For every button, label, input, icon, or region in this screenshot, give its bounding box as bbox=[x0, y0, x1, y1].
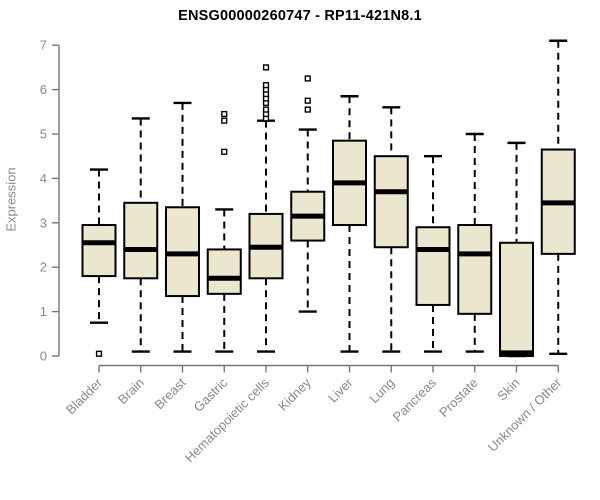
x-category-label-pancreas: Pancreas bbox=[390, 375, 440, 425]
y-tick-label: 7 bbox=[40, 38, 47, 53]
y-tick-label: 1 bbox=[40, 304, 47, 319]
outlier-point-kidney bbox=[304, 75, 311, 82]
outlier-point-gastric bbox=[221, 110, 228, 118]
y-tick-label: 5 bbox=[40, 127, 47, 142]
x-category-label-lung: Lung bbox=[366, 375, 397, 406]
y-tick-label: 6 bbox=[40, 82, 47, 97]
x-category-label-liver: Liver bbox=[325, 375, 356, 406]
outlier-point-hematopoietic-cells bbox=[262, 106, 270, 113]
x-category-label-prostate: Prostate bbox=[436, 375, 481, 420]
box-bladder bbox=[81, 224, 117, 278]
x-category-label-bladder: Bladder bbox=[63, 375, 106, 418]
box-brain bbox=[123, 201, 159, 280]
outlier-point-gastric bbox=[221, 148, 228, 155]
x-category-label-unknown-other: Unknown / Other bbox=[485, 375, 565, 455]
box-prostate bbox=[457, 224, 493, 315]
outlier-point-kidney bbox=[304, 97, 311, 104]
x-category-label-gastric: Gastric bbox=[191, 375, 231, 415]
box-skin bbox=[499, 241, 534, 357]
outlier-point-hematopoietic-cells bbox=[262, 64, 270, 71]
box-pancreas bbox=[415, 226, 451, 306]
outlier-point-kidney bbox=[304, 106, 311, 113]
chart-title: ENSG00000260747 - RP11-421N8.1 bbox=[178, 8, 422, 24]
y-tick-label: 3 bbox=[40, 215, 47, 230]
outlier-point-gastric bbox=[221, 117, 228, 124]
box-gastric bbox=[206, 248, 242, 295]
box-lung bbox=[373, 155, 409, 249]
x-category-label-skin: Skin bbox=[494, 375, 522, 403]
outlier-point-hematopoietic-cells bbox=[262, 82, 270, 89]
x-category-label-breast: Breast bbox=[151, 375, 188, 412]
y-tick-label: 0 bbox=[40, 349, 47, 364]
y-tick-label: 2 bbox=[40, 260, 47, 275]
outlier-point-bladder bbox=[95, 350, 103, 357]
y-tick-label: 4 bbox=[40, 171, 47, 186]
x-category-label-kidney: Kidney bbox=[275, 375, 314, 414]
x-category-label-brain: Brain bbox=[115, 375, 147, 407]
